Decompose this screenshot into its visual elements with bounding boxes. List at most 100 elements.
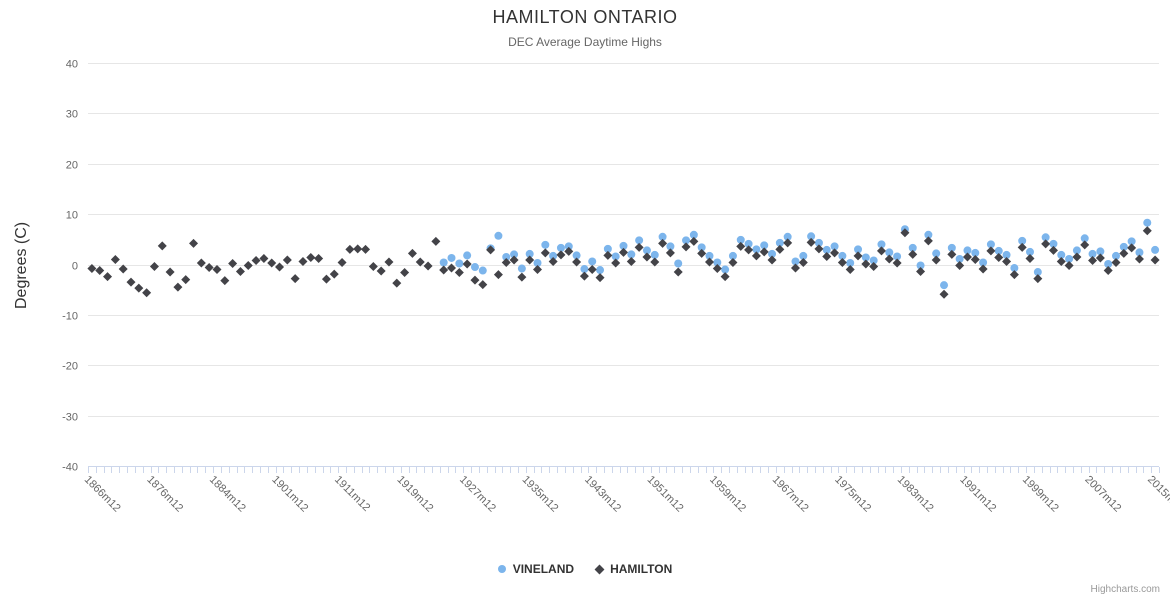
data-point (979, 258, 988, 267)
data-point (658, 232, 667, 241)
circle-marker-icon (497, 565, 506, 573)
data-point (1041, 239, 1051, 249)
data-point (807, 232, 816, 241)
data-point (1033, 274, 1043, 284)
data-point (768, 249, 777, 258)
data-point (173, 282, 183, 292)
data-point (329, 269, 339, 279)
data-point (971, 248, 980, 257)
data-point (908, 249, 918, 259)
data-point (494, 231, 503, 240)
svg-text:20: 20 (66, 160, 78, 172)
series-hamilton[interactable] (87, 226, 1160, 299)
legend: VINELAND HAMILTON (0, 562, 1170, 576)
svg-text:-10: -10 (62, 311, 78, 323)
data-point (916, 267, 926, 277)
data-point (1057, 250, 1066, 259)
data-point (650, 257, 660, 267)
legend-label: VINELAND (512, 562, 575, 576)
data-point (619, 247, 628, 257)
data-point (682, 236, 691, 245)
data-point (986, 240, 995, 249)
data-point (674, 259, 683, 268)
data-point (619, 241, 628, 250)
data-point (525, 249, 534, 258)
data-point (1095, 253, 1105, 263)
svg-text:40: 40 (66, 59, 78, 71)
data-point (1002, 250, 1011, 259)
data-point (243, 261, 253, 271)
data-point (751, 251, 761, 261)
svg-text:1991m12: 1991m12 (957, 474, 998, 515)
data-point (1103, 266, 1113, 276)
data-point (400, 268, 410, 278)
svg-text:1911m12: 1911m12 (332, 474, 372, 514)
highcharts-credits[interactable]: Highcharts.com (1090, 584, 1160, 595)
svg-text:10: 10 (66, 210, 78, 222)
svg-text:2015m12: 2015m12 (1145, 474, 1170, 515)
data-point (87, 264, 97, 274)
data-point (306, 252, 316, 262)
data-point (1009, 270, 1019, 280)
data-point (884, 254, 894, 264)
svg-text:30: 30 (66, 109, 78, 121)
data-point (595, 273, 605, 283)
data-point (994, 252, 1004, 262)
data-point (713, 258, 722, 267)
svg-text:-40: -40 (62, 462, 78, 474)
data-point (626, 256, 636, 266)
data-point (720, 272, 730, 282)
svg-text:1999m12: 1999m12 (1020, 474, 1061, 515)
data-point (587, 265, 597, 275)
data-point (783, 238, 793, 248)
data-point (846, 258, 855, 267)
data-point (1025, 253, 1035, 263)
chart-subtitle: DEC Average Daytime Highs (508, 35, 662, 49)
data-point (1048, 245, 1058, 255)
data-point (1134, 254, 1144, 264)
data-point (962, 252, 972, 262)
data-point (572, 251, 581, 260)
data-point (212, 265, 222, 275)
data-point (501, 257, 511, 267)
svg-text:1943m12: 1943m12 (582, 474, 623, 515)
data-point (603, 250, 613, 260)
data-point (189, 238, 199, 248)
data-point (744, 239, 753, 248)
data-point (1049, 239, 1058, 248)
data-point (877, 240, 886, 249)
data-point (463, 251, 472, 260)
data-point (603, 244, 612, 253)
legend-item-vineland[interactable]: VINELAND (497, 562, 575, 576)
diamond-marker-icon (594, 564, 605, 574)
data-point (439, 258, 448, 267)
data-point (869, 262, 879, 272)
data-point (220, 276, 230, 286)
svg-text:1884m12: 1884m12 (207, 474, 248, 515)
data-point (1072, 252, 1082, 262)
data-point (1135, 248, 1144, 257)
data-point (1010, 264, 1019, 273)
data-point (853, 251, 863, 261)
data-point (854, 245, 863, 254)
legend-item-hamilton[interactable]: HAMILTON (594, 562, 672, 576)
data-point (525, 255, 535, 265)
x-axis-labels: 1866m12 1876m12 1884m12 1901m12 1911m12 1919m… (82, 474, 1170, 515)
data-point (627, 250, 636, 259)
data-point (1127, 243, 1137, 253)
data-point (588, 257, 597, 266)
series-vineland[interactable] (439, 218, 1160, 290)
data-point (689, 230, 698, 239)
data-point (759, 247, 769, 257)
data-point (1112, 251, 1121, 260)
data-point (681, 242, 691, 252)
data-point (1151, 245, 1160, 254)
data-point (861, 259, 871, 269)
data-point (1150, 255, 1160, 265)
data-point (376, 266, 386, 276)
data-point (1104, 259, 1113, 268)
data-point (235, 267, 245, 277)
svg-text:1935m12: 1935m12 (520, 474, 561, 515)
data-point (822, 245, 831, 254)
